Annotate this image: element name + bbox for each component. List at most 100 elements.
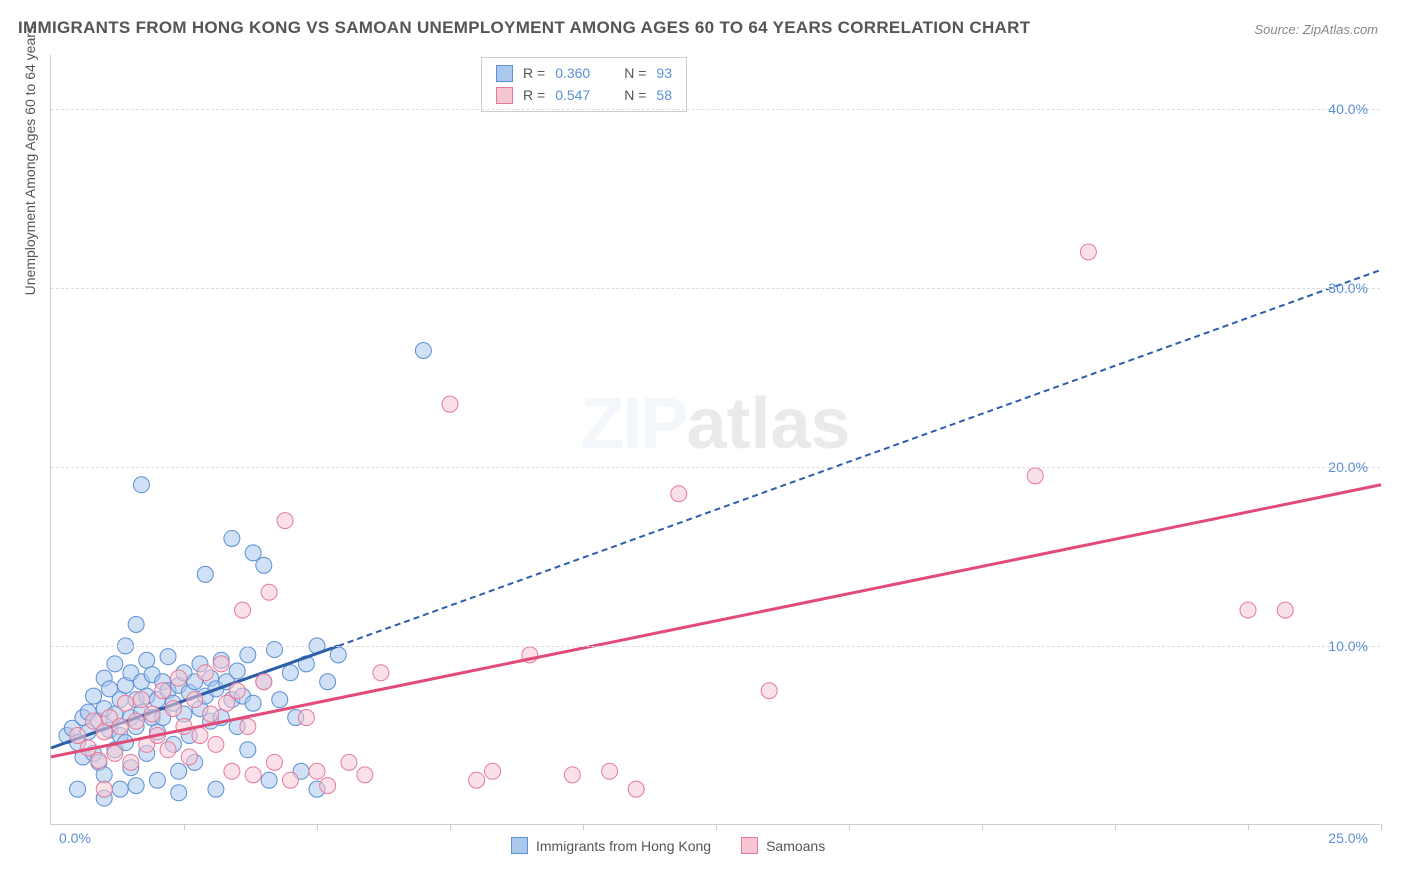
data-point — [165, 701, 181, 717]
x-tick — [184, 824, 185, 830]
legend-item-label: Immigrants from Hong Kong — [536, 838, 711, 854]
x-tick — [583, 824, 584, 830]
x-tick — [450, 824, 451, 830]
x-tick — [716, 824, 717, 830]
data-point — [149, 772, 165, 788]
data-point — [229, 663, 245, 679]
data-point — [357, 767, 373, 783]
gridline — [51, 646, 1380, 647]
source-label: Source: ZipAtlas.com — [1254, 22, 1378, 37]
data-point — [224, 763, 240, 779]
data-point — [117, 695, 133, 711]
x-tick — [982, 824, 983, 830]
data-point — [240, 719, 256, 735]
data-point — [320, 674, 336, 690]
data-point — [187, 692, 203, 708]
gridline — [51, 109, 1380, 110]
legend-r-value: 0.547 — [555, 84, 590, 106]
chart-plot-area: ZIPatlas R = 0.360N = 93R = 0.547N = 58 … — [50, 55, 1380, 825]
data-point — [469, 772, 485, 788]
legend-swatch — [741, 837, 758, 854]
data-point — [181, 749, 197, 765]
data-point — [277, 513, 293, 529]
data-point — [442, 396, 458, 412]
plot-svg — [51, 55, 1380, 824]
data-point — [245, 767, 261, 783]
data-point — [91, 753, 107, 769]
legend-n-label: N = — [624, 84, 646, 106]
legend-item-label: Samoans — [766, 838, 825, 854]
trend-line — [51, 485, 1381, 757]
legend-item: Immigrants from Hong Kong — [511, 837, 711, 854]
data-point — [261, 584, 277, 600]
x-tick — [317, 824, 318, 830]
data-point — [107, 656, 123, 672]
data-point — [160, 742, 176, 758]
legend-series: Immigrants from Hong Kong Samoans — [511, 837, 825, 854]
gridline — [51, 288, 1380, 289]
data-point — [208, 736, 224, 752]
trend-line-dash — [338, 270, 1381, 646]
data-point — [671, 486, 687, 502]
x-axis-max-label: 25.0% — [1328, 830, 1368, 846]
data-point — [282, 665, 298, 681]
data-point — [229, 683, 245, 699]
data-point — [485, 763, 501, 779]
data-point — [415, 342, 431, 358]
data-point — [298, 710, 314, 726]
data-point — [155, 683, 171, 699]
legend-swatch — [496, 87, 513, 104]
legend-r-label: R = — [523, 62, 545, 84]
data-point — [240, 742, 256, 758]
data-point — [320, 778, 336, 794]
legend-stats-row: R = 0.547 N = 58 — [496, 84, 672, 106]
data-point — [128, 713, 144, 729]
data-point — [245, 695, 261, 711]
legend-stats: R = 0.360N = 93R = 0.547 N = 58 — [481, 57, 687, 112]
data-point — [96, 781, 112, 797]
data-point — [203, 706, 219, 722]
legend-r-label: R = — [523, 84, 545, 106]
data-point — [107, 745, 123, 761]
data-point — [123, 754, 139, 770]
data-point — [70, 727, 86, 743]
x-tick — [1248, 824, 1249, 830]
data-point — [256, 674, 272, 690]
legend-stats-row: R = 0.360N = 93 — [496, 62, 672, 84]
data-point — [256, 557, 272, 573]
legend-n-value: 58 — [656, 84, 672, 106]
legend-swatch — [496, 65, 513, 82]
data-point — [1027, 468, 1043, 484]
data-point — [628, 781, 644, 797]
data-point — [144, 706, 160, 722]
data-point — [373, 665, 389, 681]
data-point — [1277, 602, 1293, 618]
data-point — [96, 724, 112, 740]
data-point — [245, 545, 261, 561]
data-point — [197, 665, 213, 681]
data-point — [1240, 602, 1256, 618]
legend-r-value: 0.360 — [555, 62, 590, 84]
data-point — [70, 781, 86, 797]
data-point — [564, 767, 580, 783]
y-tick-label: 20.0% — [1328, 459, 1368, 475]
data-point — [86, 688, 102, 704]
y-tick-label: 30.0% — [1328, 280, 1368, 296]
data-point — [240, 647, 256, 663]
data-point — [266, 754, 282, 770]
data-point — [96, 767, 112, 783]
data-point — [261, 772, 277, 788]
data-point — [171, 763, 187, 779]
data-point — [224, 530, 240, 546]
x-tick — [1381, 824, 1382, 830]
x-tick — [1115, 824, 1116, 830]
data-point — [309, 763, 325, 779]
legend-n-value: 93 — [656, 62, 672, 84]
gridline — [51, 467, 1380, 468]
x-tick — [849, 824, 850, 830]
data-point — [761, 683, 777, 699]
y-axis-label: Unemployment Among Ages 60 to 64 years — [22, 26, 38, 295]
data-point — [128, 616, 144, 632]
data-point — [197, 566, 213, 582]
data-point — [219, 695, 235, 711]
